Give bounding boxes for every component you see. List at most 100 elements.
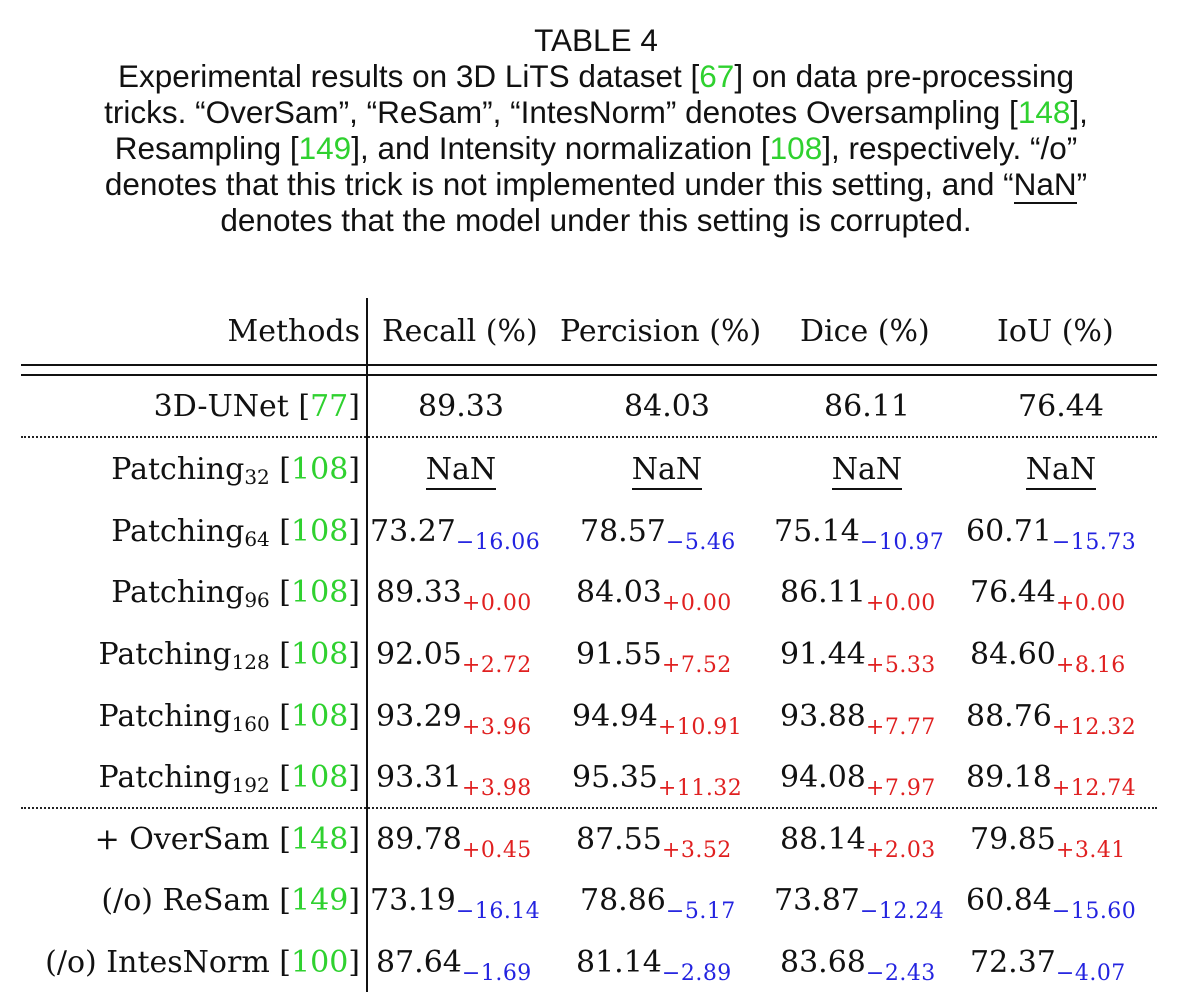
delta-value: −2.43 xyxy=(865,961,936,986)
method-cell: Patching32 [108] xyxy=(111,452,360,489)
iou-cell: 79.85+3.41 xyxy=(970,822,1126,863)
precision-cell: 78.86−5.17 xyxy=(580,883,736,924)
table-row: Patching128 [108] 92.05+2.72 91.55+7.52 … xyxy=(0,630,1192,680)
delta-value: +8.16 xyxy=(1055,653,1126,678)
header-methods: Methods xyxy=(227,314,360,349)
nan-underlined: NaN xyxy=(1013,166,1077,204)
citation-link[interactable]: 108 xyxy=(291,699,349,734)
dotted-separator xyxy=(21,436,1157,438)
header-rule-bottom xyxy=(21,374,1157,376)
delta-value: +5.33 xyxy=(865,653,936,678)
table-row: Patching32 [108] NaN NaN NaN NaN xyxy=(0,445,1192,495)
table-row: 3D-UNet [77] 89.33 84.03 86.11 76.44 xyxy=(0,382,1192,432)
table-row: Patching192 [108] 93.31+3.98 95.35+11.32… xyxy=(0,753,1192,803)
table-row: (/o) IntesNorm [100] 87.64−1.69 81.14−2.… xyxy=(0,938,1192,988)
caption-line-2: tricks. “OverSam”, “ReSam”, “IntesNorm” … xyxy=(104,94,1088,130)
header-row: Methods Recall (%) Percision (%) Dice (%… xyxy=(0,307,1192,357)
table-label: TABLE 4 xyxy=(534,22,658,58)
dice-cell: 94.08+7.97 xyxy=(780,760,936,801)
delta-value: +2.72 xyxy=(461,653,532,678)
method-cell: Patching160 [108] xyxy=(98,699,360,736)
citation-link[interactable]: 67 xyxy=(699,58,735,94)
delta-value: −5.17 xyxy=(665,899,736,924)
iou-cell: 88.76+12.32 xyxy=(966,699,1137,740)
delta-value: −4.07 xyxy=(1055,961,1126,986)
delta-value: −5.46 xyxy=(665,530,736,555)
precision-cell: 95.35+11.32 xyxy=(572,760,743,801)
method-cell: Patching96 [108] xyxy=(111,575,360,612)
recall-cell: 89.33 xyxy=(418,389,504,424)
dice-cell: 88.14+2.03 xyxy=(780,822,936,863)
dotted-separator xyxy=(21,807,1157,809)
precision-cell: 87.55+3.52 xyxy=(576,822,732,863)
delta-value: −10.97 xyxy=(859,530,945,555)
method-cell: Patching64 [108] xyxy=(111,514,360,551)
iou-cell: 60.71−15.73 xyxy=(966,514,1137,555)
citation-link[interactable]: 149 xyxy=(298,130,352,166)
delta-value: +3.52 xyxy=(661,838,732,863)
delta-value: +10.91 xyxy=(657,715,743,740)
caption-line-5: denotes that the model under this settin… xyxy=(220,202,972,238)
recall-cell: 73.19−16.14 xyxy=(370,883,541,924)
citation-link[interactable]: 149 xyxy=(291,883,349,918)
precision-cell: 91.55+7.52 xyxy=(576,637,732,678)
delta-value: +3.98 xyxy=(461,776,532,801)
method-cell: (/o) IntesNorm [100] xyxy=(45,945,360,980)
delta-value: +7.77 xyxy=(865,715,936,740)
delta-value: +3.96 xyxy=(461,715,532,740)
recall-cell: 73.27−16.06 xyxy=(370,514,541,555)
precision-cell: NaN xyxy=(572,445,762,495)
iou-cell: 72.37−4.07 xyxy=(970,945,1126,986)
citation-link[interactable]: 100 xyxy=(291,945,349,980)
citation-link[interactable]: 108 xyxy=(291,452,349,487)
dice-cell: 83.68−2.43 xyxy=(780,945,936,986)
delta-value: +0.45 xyxy=(461,838,532,863)
citation-link[interactable]: 148 xyxy=(1017,94,1071,130)
header-dice: Dice (%) xyxy=(800,314,930,349)
caption-line-4: denotes that this trick is not implement… xyxy=(104,166,1088,204)
dice-cell: 75.14−10.97 xyxy=(774,514,945,555)
method-cell: Patching128 [108] xyxy=(98,637,360,674)
delta-value: +7.52 xyxy=(661,653,732,678)
citation-link[interactable]: 108 xyxy=(291,514,349,549)
delta-value: +11.32 xyxy=(657,776,743,801)
precision-cell: 84.03 xyxy=(624,389,710,424)
citation-link[interactable]: 108 xyxy=(291,760,349,795)
delta-value: +12.74 xyxy=(1051,776,1137,801)
citation-link[interactable]: 108 xyxy=(291,637,349,672)
delta-value: −16.14 xyxy=(455,899,541,924)
iou-cell: 84.60+8.16 xyxy=(970,637,1126,678)
dice-cell: 86.11+0.00 xyxy=(780,575,936,616)
citation-link[interactable]: 108 xyxy=(291,575,349,610)
method-cell: + OverSam [148] xyxy=(94,822,360,857)
dice-cell: 73.87−12.24 xyxy=(774,883,945,924)
delta-value: −1.69 xyxy=(461,961,532,986)
delta-value: +3.41 xyxy=(1055,838,1126,863)
delta-value: +7.97 xyxy=(865,776,936,801)
delta-value: −16.06 xyxy=(455,530,541,555)
column-divider xyxy=(366,298,368,992)
delta-value: +0.00 xyxy=(661,591,732,616)
delta-value: −2.89 xyxy=(661,961,732,986)
recall-cell: 89.78+0.45 xyxy=(376,822,532,863)
precision-cell: 94.94+10.91 xyxy=(572,699,743,740)
delta-value: −15.60 xyxy=(1051,899,1137,924)
recall-cell: 89.33+0.00 xyxy=(376,575,532,616)
delta-value: +2.03 xyxy=(865,838,936,863)
recall-cell: 92.05+2.72 xyxy=(376,637,532,678)
citation-link[interactable]: 148 xyxy=(291,822,349,857)
delta-value: +12.32 xyxy=(1051,715,1137,740)
header-iou: IoU (%) xyxy=(997,314,1114,349)
delta-value: +0.00 xyxy=(865,591,936,616)
citation-link[interactable]: 77 xyxy=(310,389,349,424)
delta-value: +0.00 xyxy=(461,591,532,616)
header-rule-top xyxy=(21,364,1157,366)
method-cell: Patching192 [108] xyxy=(98,760,360,797)
recall-cell: 93.31+3.98 xyxy=(376,760,532,801)
delta-value: +0.00 xyxy=(1055,591,1126,616)
citation-link[interactable]: 108 xyxy=(769,130,823,166)
iou-cell: 89.18+12.74 xyxy=(966,760,1137,801)
dice-cell: 93.88+7.77 xyxy=(780,699,936,740)
caption-line-1: Experimental results on 3D LiTS dataset … xyxy=(117,58,1075,94)
header-precision: Percision (%) xyxy=(560,314,762,349)
